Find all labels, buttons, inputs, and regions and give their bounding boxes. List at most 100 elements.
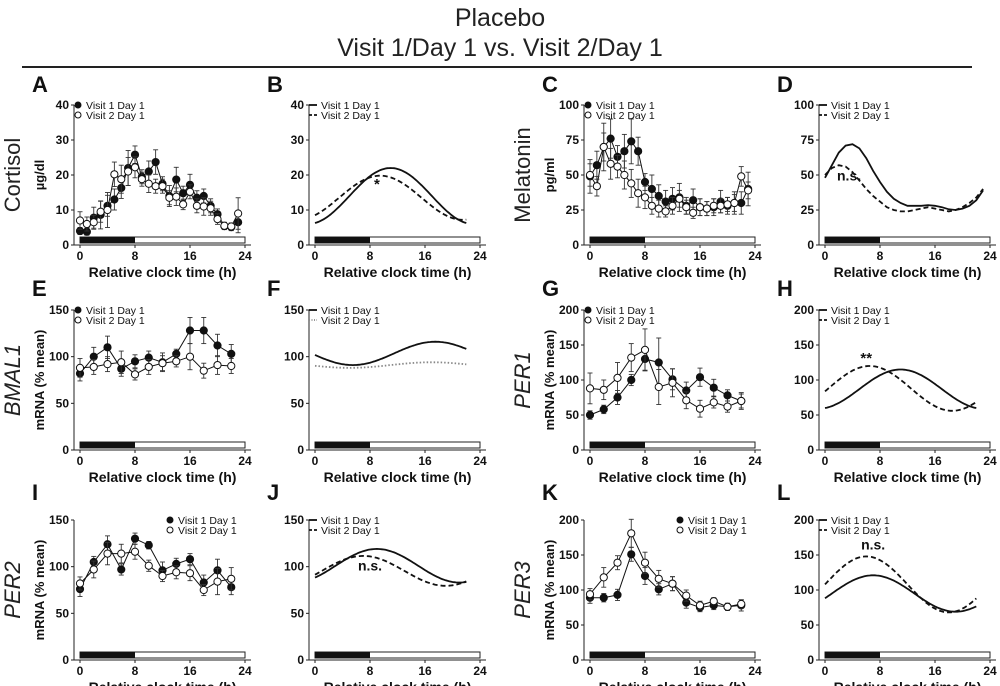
y-tick-label: 150 [794,548,814,562]
legend-label: Visit 1 Day 1 [831,515,890,527]
y-tick-label: 10 [291,203,305,217]
series-line-1 [314,167,467,224]
panel-c: C Melatonin pg/ml 0 25 50 75 100 0 8 16 24Relative … [510,72,762,280]
data-point [737,198,746,208]
x-tick-label: 16 [693,664,707,678]
data-point [585,170,595,180]
y-tick-label: 100 [284,560,304,574]
y-tick-label: 50 [566,408,580,422]
data-point [158,359,167,368]
row-label: Cortisol [0,138,25,213]
series-line-1 [314,340,467,367]
x-axis-label: Relative clock time (h) [834,264,982,280]
x-tick-label: 24 [473,454,487,468]
data-point [227,361,236,371]
y-tick-label: 200 [794,513,814,527]
series-line-1 [824,368,977,409]
data-point [647,184,656,194]
data-point [744,186,753,195]
legend-marker [584,306,592,314]
y-tick-label: 100 [49,350,69,364]
y-tick-label: 20 [291,168,305,182]
y-tick-label: 40 [291,98,305,112]
panel-k: K PER3 mRNA (% mean) 0 50 100 150 200 0 8 16 24Rela… [510,480,762,686]
data-point [227,222,236,231]
dark-period-bar [590,442,645,448]
legend-marker [74,101,82,109]
y-tick-label: 50 [801,168,815,182]
legend-label: Visit 1 Day 1 [831,305,890,317]
y-tick-label: 50 [291,396,305,410]
x-tick-label: 8 [642,454,649,468]
data-point [213,215,222,224]
data-point [627,179,636,188]
data-point [185,352,195,361]
legend-marker [74,111,82,119]
x-tick-label: 24 [983,454,997,468]
y-tick-label: 30 [56,133,70,147]
x-tick-label: 24 [238,249,252,263]
data-point [668,579,677,588]
y-tick-label: 50 [801,618,815,632]
y-tick-label: 150 [49,303,69,317]
x-tick-label: 24 [748,454,762,468]
x-tick-label: 8 [367,249,374,263]
y-tick-label: 100 [49,560,69,574]
data-point [199,202,208,211]
data-point [227,574,236,583]
data-point [158,571,167,581]
panel-label: F [267,276,280,301]
x-tick-label: 0 [312,454,319,468]
legend-label: Visit 1 Day 1 [321,305,380,317]
panel-g: G PER1 mRNA (% mean) 0 50 100 150 200 0 8 16 24Rela… [510,276,762,485]
legend-marker [584,316,592,324]
y-tick-label: 150 [559,548,579,562]
y-tick-label: 25 [801,203,815,217]
legend-label: Visit 1 Day 1 [178,515,237,527]
x-tick-label: 24 [983,664,997,678]
series-line-1 [79,538,232,590]
data-point [96,207,105,216]
dark-period-bar [590,652,645,658]
legend-label: Visit 1 Day 1 [86,305,145,317]
data-point [661,197,670,206]
y-tick-label: 200 [559,513,579,527]
legend-marker [74,316,82,324]
panel-i: I PER2 mRNA (% mean) 0 50 100 150 0 8 16 24Relativ… [0,480,252,686]
data-point [185,187,195,196]
data-point [613,393,622,402]
x-tick-label: 16 [418,249,432,263]
data-point [730,198,739,208]
data-point [668,378,677,387]
x-axis-label: Relative clock time (h) [599,469,747,485]
data-point [668,201,677,210]
x-tick-label: 16 [418,664,432,678]
legend-label: Visit 2 Day 1 [688,525,747,537]
y-tick-label: 50 [566,618,580,632]
panel-label: G [542,276,559,301]
x-axis-label: Relative clock time (h) [324,679,472,686]
x-tick-label: 24 [748,249,762,263]
dark-period-bar [80,652,135,658]
data-point [599,385,608,394]
data-point [599,573,608,582]
x-tick-label: 16 [418,454,432,468]
data-point [130,534,140,543]
x-tick-label: 0 [822,454,829,468]
data-point [172,192,181,201]
data-point [599,142,608,152]
significance-annotation: ** [860,350,872,367]
legend-label: Visit 2 Day 1 [596,110,655,122]
legend-label: Visit 2 Day 1 [86,110,145,122]
data-point [661,207,670,216]
panel-label: A [32,72,48,97]
y-tick-label: 100 [559,583,579,597]
y-tick-label: 0 [572,238,579,252]
data-point [654,191,663,201]
data-point [199,326,208,335]
legend-marker [584,111,592,119]
y-tick-label: 0 [297,653,304,667]
data-point [585,384,595,393]
data-point [709,383,718,392]
